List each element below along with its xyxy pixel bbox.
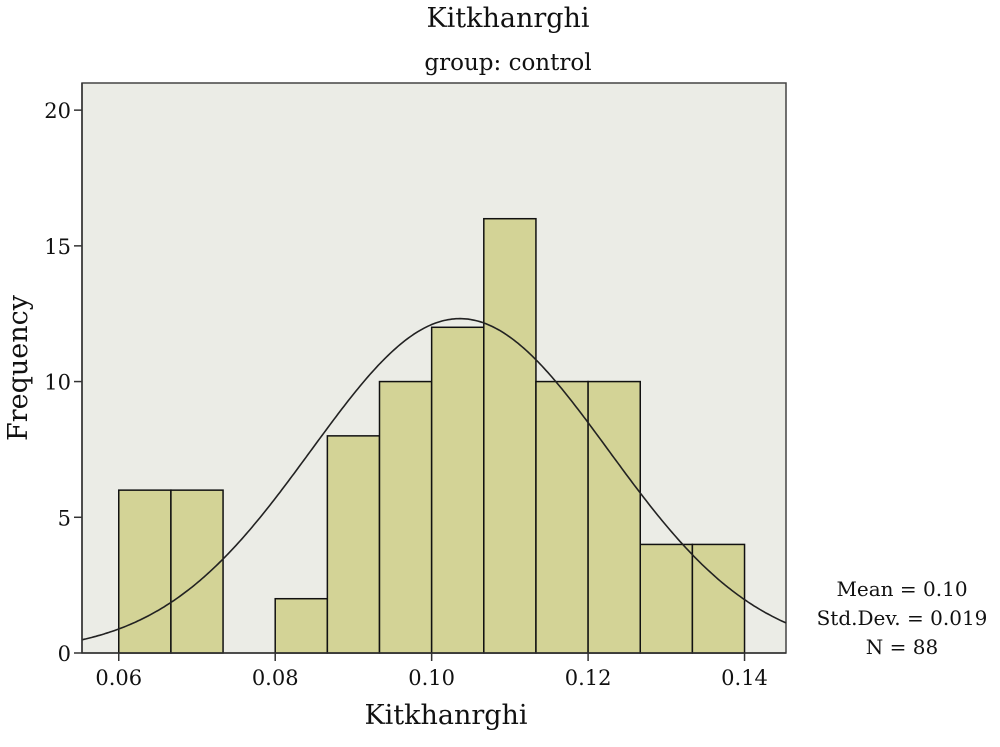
normal-curve: [81, 317, 787, 641]
axes-layer: 0 5 10 15 20 0.06 0.08 0.10 0.12 0.14: [44, 83, 786, 690]
chart-title: Kitkhanrghi: [426, 3, 589, 34]
histogram-bar-3: [274, 597, 329, 654]
histogram-bar-1: [170, 489, 224, 654]
x-tick-label-0.08: 0.08: [252, 666, 299, 690]
y-tick-label-20: 20: [44, 99, 71, 123]
histogram-bar-11: [691, 543, 746, 654]
histogram-bar-8: [535, 380, 589, 654]
histogram-bar-0: [118, 489, 172, 654]
x-tick-label-0.14: 0.14: [721, 666, 768, 690]
stat-n: N = 88: [866, 635, 938, 659]
y-axis-label: Frequency: [3, 294, 34, 441]
x-tick-label-0.12: 0.12: [565, 666, 612, 690]
x-tick-label-0.10: 0.10: [408, 666, 455, 690]
stat-std-dev: Std.Dev. = 0.019: [817, 606, 988, 630]
y-tick-label-0: 0: [58, 642, 71, 666]
x-tick-label-0.06: 0.06: [95, 666, 142, 690]
y-tick-label-10: 10: [44, 371, 71, 395]
y-tick-label-5: 5: [58, 506, 71, 530]
histogram-bar-5: [378, 380, 433, 654]
histogram-bar-10: [639, 543, 694, 654]
histogram-bar-6: [430, 326, 485, 654]
histogram-bar-4: [326, 435, 381, 654]
y-tick-label-15: 15: [44, 235, 71, 259]
x-axis-label: Kitkhanrghi: [364, 700, 527, 731]
chart-subtitle: group: control: [424, 50, 591, 76]
histogram-bar-7: [483, 217, 537, 654]
stat-mean: Mean = 0.10: [836, 577, 967, 601]
histogram-bar-9: [587, 380, 641, 654]
